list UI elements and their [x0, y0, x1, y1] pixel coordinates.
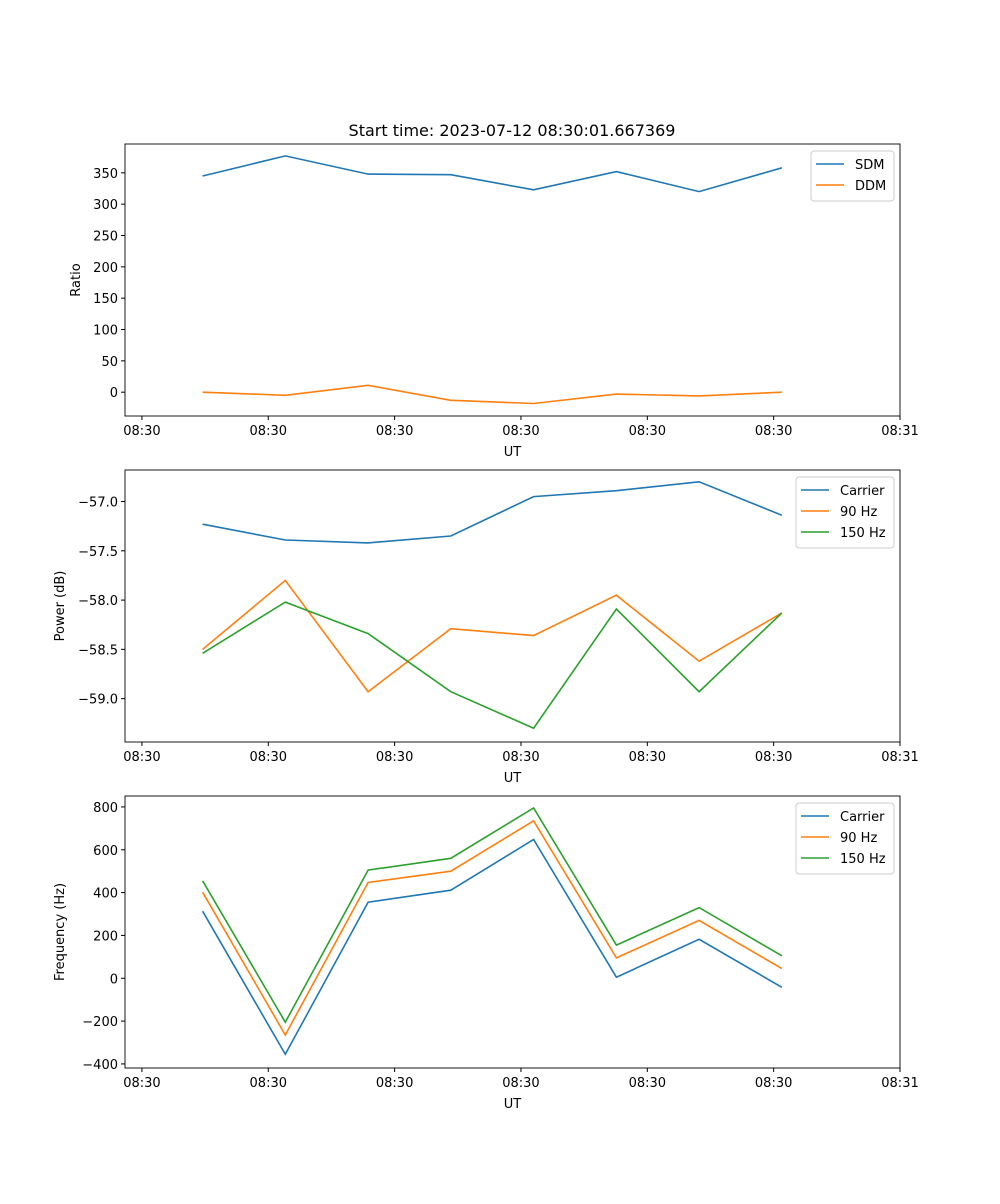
y-tick-label: 0	[110, 386, 118, 401]
y-tick-label: 350	[93, 167, 118, 182]
y-tick-label: −58.0	[78, 594, 118, 609]
series-line-sdm	[202, 155, 783, 193]
axes-frame	[124, 143, 901, 417]
x-tick-label: 08:31	[881, 750, 918, 765]
y-tick-label: −59.0	[78, 693, 118, 708]
legend: SDM DDM	[810, 150, 895, 202]
series-line-150-hz	[201, 806, 783, 1024]
y-tick-label: −57.0	[78, 496, 118, 511]
legend-label: 150 Hz	[840, 852, 886, 867]
x-tick-label: 08:30	[250, 1076, 287, 1091]
x-tick-label: 08:30	[755, 1076, 792, 1091]
y-tick-label: 200	[93, 929, 118, 944]
x-tick-label: 08:30	[250, 424, 287, 439]
y-tick-label: 800	[93, 801, 118, 816]
chart-title: Start time: 2023-07-12 08:30:01.667369	[349, 121, 676, 140]
y-tick-label: 200	[93, 261, 118, 276]
series-line-90-hz	[201, 819, 783, 1037]
series-line-carrier	[201, 838, 783, 1056]
y-axis-label: Frequency (Hz)	[53, 883, 68, 981]
x-tick-label: 08:31	[881, 1076, 918, 1091]
x-axis-label: UT	[504, 771, 522, 786]
legend-box	[795, 802, 895, 875]
x-axis-label: UT	[504, 445, 522, 460]
y-tick-label: 300	[93, 198, 118, 213]
axes-frame	[124, 795, 901, 1069]
legend-label: DDM	[855, 179, 886, 194]
y-tick-label: −57.5	[78, 545, 118, 560]
x-tick-label: 08:30	[629, 424, 666, 439]
x-tick-label: 08:30	[755, 424, 792, 439]
x-tick-label: 08:30	[376, 424, 413, 439]
x-tick-label: 08:30	[629, 1076, 666, 1091]
subplot-2: 08:30 08:30 08:30 08:30 08:30 08:30 08:31 UT −59…	[53, 469, 919, 786]
y-tick-label: −200	[82, 1015, 118, 1030]
x-tick-label: 08:30	[123, 750, 160, 765]
y-tick-label: 400	[93, 887, 118, 902]
y-tick-label: 600	[93, 844, 118, 859]
legend: Carrier 90 Hz 150 Hz	[795, 476, 895, 549]
y-tick-label: 0	[110, 972, 118, 987]
legend: Carrier 90 Hz 150 Hz	[795, 802, 895, 875]
series-line-carrier	[202, 480, 783, 544]
x-tick-label: 08:30	[376, 750, 413, 765]
x-tick-label: 08:30	[755, 750, 792, 765]
legend-label: 90 Hz	[840, 505, 877, 520]
legend-label: SDM	[855, 158, 884, 173]
x-tick-label: 08:30	[502, 750, 539, 765]
x-tick-label: 08:30	[123, 1076, 160, 1091]
x-tick-label: 08:30	[250, 750, 287, 765]
axes-frame	[124, 469, 901, 743]
series-line-150-hz	[202, 601, 783, 730]
series-line-90-hz	[202, 579, 783, 693]
x-axis-label: UT	[504, 1097, 522, 1112]
y-tick-label: 100	[93, 324, 118, 339]
legend-label: Carrier	[840, 810, 885, 825]
x-tick-label: 08:30	[629, 750, 666, 765]
legend-label: 150 Hz	[840, 526, 886, 541]
x-tick-label: 08:31	[881, 424, 918, 439]
y-tick-label: 150	[93, 292, 118, 307]
y-axis-label: Ratio	[69, 263, 84, 296]
subplot-1: 08:30 08:30 08:30 08:30 08:30 08:30 08:31 UT 0 50…	[69, 143, 919, 460]
series-line-ddm	[202, 384, 782, 405]
legend-box	[795, 476, 895, 549]
y-axis-label: Power (dB)	[53, 571, 68, 642]
x-tick-label: 08:30	[123, 424, 160, 439]
legend-label: 90 Hz	[840, 831, 877, 846]
legend-label: Carrier	[840, 484, 885, 499]
y-tick-label: 250	[93, 230, 118, 245]
x-tick-label: 08:30	[376, 1076, 413, 1091]
y-tick-label: −58.5	[78, 643, 118, 658]
subplot-3: 08:30 08:30 08:30 08:30 08:30 08:30 08:31 UT −40…	[53, 795, 919, 1112]
x-tick-label: 08:30	[502, 1076, 539, 1091]
x-tick-label: 08:30	[502, 424, 539, 439]
y-tick-label: 50	[101, 355, 118, 370]
y-tick-label: −400	[82, 1058, 118, 1073]
